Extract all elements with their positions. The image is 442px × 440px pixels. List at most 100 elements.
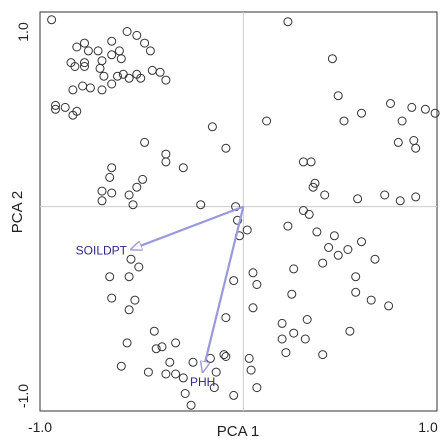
data-point: [229, 390, 239, 400]
data-point: [430, 108, 440, 118]
data-point: [351, 287, 361, 297]
data-point: [357, 108, 366, 118]
data-point: [318, 350, 328, 360]
data-point: [248, 268, 258, 278]
data-point: [80, 62, 89, 71]
data-point: [310, 178, 320, 188]
data-point: [277, 318, 287, 328]
data-point: [47, 15, 57, 25]
data-point: [116, 361, 126, 371]
data-point: [105, 272, 115, 282]
data-point: [246, 365, 256, 375]
data-point: [320, 190, 330, 200]
x-axis-label: PCA 1: [217, 423, 260, 440]
data-point: [304, 209, 314, 219]
data-point: [178, 163, 188, 173]
data-point: [252, 280, 262, 289]
data-point: [343, 245, 353, 254]
data-point: [277, 334, 287, 344]
data-point: [165, 357, 175, 367]
data-point: [72, 106, 82, 116]
data-point: [407, 102, 417, 112]
data-point: [386, 99, 395, 108]
data-point: [113, 71, 122, 81]
data-point: [333, 91, 343, 101]
data-point: [155, 67, 165, 77]
x-tick-label: -1.0: [28, 419, 52, 435]
data-point: [107, 188, 117, 198]
data-point: [283, 221, 293, 231]
data-point: [242, 225, 252, 235]
data-point: [281, 348, 291, 358]
data-point: [306, 157, 316, 167]
data-point: [196, 200, 206, 210]
data-point: [97, 56, 107, 66]
biplot-arrows: SOILDPT PHH: [76, 205, 245, 389]
data-point: [107, 163, 117, 173]
data-point: [221, 313, 231, 323]
data-point: [145, 46, 155, 56]
data-point: [393, 137, 403, 147]
data-point: [83, 46, 93, 56]
data-point: [51, 100, 60, 110]
data-point: [339, 116, 349, 126]
data-point: [107, 79, 117, 89]
data-point: [130, 295, 140, 305]
data-point: [283, 17, 293, 27]
data-point: [186, 400, 196, 410]
data-point: [51, 104, 60, 114]
data-point: [161, 157, 171, 167]
data-point: [72, 42, 82, 52]
data-point: [244, 353, 254, 363]
data-point: [122, 27, 132, 36]
data-point: [188, 357, 198, 367]
data-point: [132, 30, 142, 40]
data-point: [233, 215, 242, 225]
data-point: [132, 182, 142, 192]
data-point: [97, 196, 107, 206]
data-point: [209, 383, 219, 393]
data-point: [384, 301, 394, 311]
data-point: [122, 338, 132, 348]
data-point: [140, 38, 150, 48]
arrow-label: SOILDPT: [76, 243, 128, 257]
x-tick-labels: -1.0 1.0: [28, 419, 438, 435]
data-point: [248, 303, 258, 313]
data-point: [171, 369, 181, 379]
data-point: [60, 102, 70, 112]
data-point: [97, 85, 107, 95]
data-point: [99, 71, 109, 81]
data-point: [134, 262, 144, 272]
data-point: [124, 190, 134, 200]
data-point: [78, 81, 88, 91]
data-point: [318, 258, 328, 268]
data-point: [252, 383, 262, 393]
biplot-arrow: [131, 205, 244, 250]
data-point: [80, 58, 89, 68]
data-point: [333, 250, 343, 260]
y-tick-labels: 1.0 -1.0: [15, 22, 31, 408]
data-point: [329, 231, 339, 241]
data-point: [262, 116, 272, 126]
y-tick-label: -1.0: [15, 384, 31, 408]
data-point: [211, 367, 221, 377]
data-point: [287, 289, 297, 299]
data-point: [171, 338, 181, 348]
data-point: [207, 122, 217, 132]
data-point: [124, 305, 134, 315]
data-point: [140, 137, 150, 147]
data-point: [105, 172, 115, 182]
data-point: [107, 36, 117, 46]
y-axis-label: PCA 2: [9, 191, 26, 234]
data-point: [324, 243, 334, 252]
data-point: [420, 104, 430, 114]
data-point: [357, 237, 366, 247]
data-point: [126, 254, 136, 264]
data-point: [128, 200, 138, 210]
data-point: [370, 254, 380, 264]
data-point: [151, 344, 161, 354]
x-tick-label: 1.0: [418, 419, 438, 435]
data-point: [289, 328, 299, 338]
data-point: [221, 352, 231, 361]
